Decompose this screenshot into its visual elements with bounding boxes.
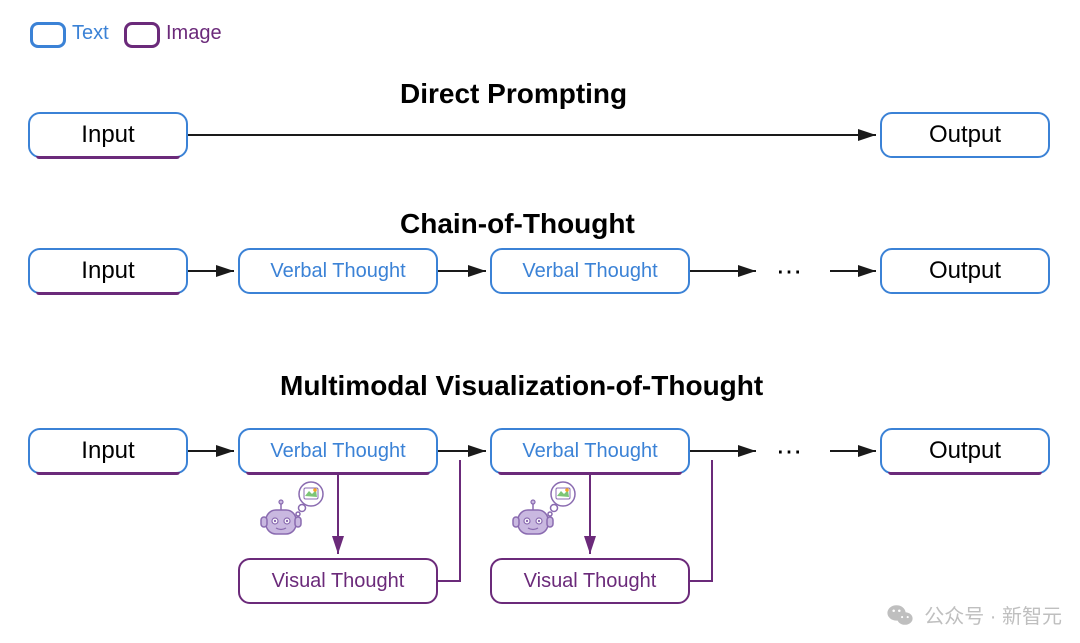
node-dp-output: Output xyxy=(880,112,1050,158)
node-mvt-vis1: Visual Thought xyxy=(238,558,438,604)
node-mvt-output-underline xyxy=(888,472,1042,475)
section-title-mvot: Multimodal Visualization-of-Thought xyxy=(280,370,763,402)
node-dp-input: Input xyxy=(28,112,188,158)
node-mvt-vt2-underline xyxy=(498,472,682,475)
watermark: 公众号 · 新智元 xyxy=(886,600,1062,629)
watermark-text: 公众号 · 新智元 xyxy=(924,600,1062,629)
section-title-cot: Chain-of-Thought xyxy=(400,208,635,240)
node-cot-vt1: Verbal Thought xyxy=(238,248,438,294)
node-mvt-vt1: Verbal Thought xyxy=(238,428,438,474)
node-cot-input-underline xyxy=(36,292,180,295)
legend-image-label: Image xyxy=(166,22,222,45)
ellipsis-0: ⋯ xyxy=(776,256,808,287)
wechat-icon xyxy=(886,601,914,629)
legend-image-box xyxy=(124,22,160,48)
node-mvt-input-underline xyxy=(36,472,180,475)
robot-icon-1 xyxy=(520,492,570,542)
node-mvt-input: Input xyxy=(28,428,188,474)
node-mvt-vis2: Visual Thought xyxy=(490,558,690,604)
robot-icon-0 xyxy=(268,492,318,542)
legend-text-label: Text xyxy=(72,22,109,45)
legend-text-box xyxy=(30,22,66,48)
node-cot-input: Input xyxy=(28,248,188,294)
node-cot-output: Output xyxy=(880,248,1050,294)
node-cot-vt2: Verbal Thought xyxy=(490,248,690,294)
ellipsis-1: ⋯ xyxy=(776,436,808,467)
node-mvt-vt1-underline xyxy=(246,472,430,475)
node-dp-input-underline xyxy=(36,156,180,159)
node-mvt-vt2: Verbal Thought xyxy=(490,428,690,474)
section-title-direct: Direct Prompting xyxy=(400,78,627,110)
node-mvt-output: Output xyxy=(880,428,1050,474)
